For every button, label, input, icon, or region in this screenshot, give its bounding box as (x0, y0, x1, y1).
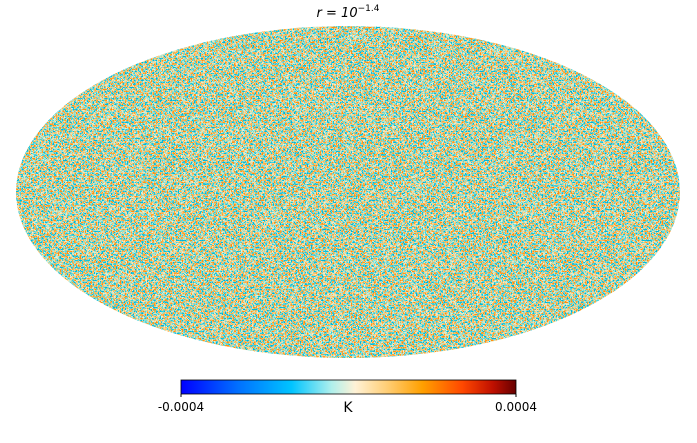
title-exponent: −1.4 (358, 4, 380, 14)
colorbar-tick-label: -0.0004 (158, 400, 204, 414)
map-title: r = 10−1.4 (317, 4, 380, 21)
colorbar-ticks: -0.0004 0.0004 (158, 394, 537, 414)
title-text: r = 10 (317, 6, 358, 21)
sky-map (16, 26, 680, 358)
colorbar-tick-label: 0.0004 (495, 400, 537, 414)
colorbar (180, 379, 517, 395)
sky-noise (16, 26, 680, 358)
colorbar-label: K (343, 400, 353, 416)
